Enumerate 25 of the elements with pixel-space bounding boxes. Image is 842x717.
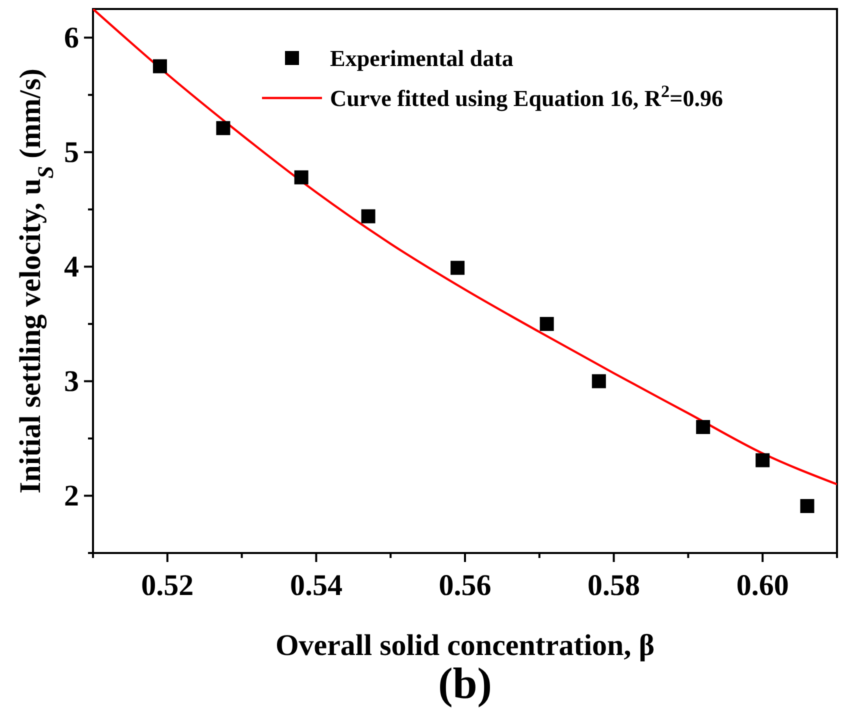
legend-label: Experimental data xyxy=(330,46,514,71)
text: (b) xyxy=(438,659,492,708)
point xyxy=(592,374,606,388)
legend-label: Curve fitted using Equation 16, R$^{2}$=0.96 xyxy=(330,82,723,112)
point xyxy=(540,316,554,331)
x-axis-title: Overall solid concentration, β xyxy=(275,629,655,662)
point xyxy=(216,121,230,136)
y-tick-label: 2 xyxy=(64,480,79,513)
point xyxy=(696,420,710,434)
x-tick-label: 0.54 xyxy=(290,569,342,602)
y-tick-label: 3 xyxy=(64,365,79,398)
point xyxy=(294,170,308,184)
x-tick-label: 0.56 xyxy=(438,569,492,602)
y-tick-label: 6 xyxy=(64,22,79,55)
point xyxy=(361,209,376,224)
point xyxy=(800,499,814,514)
point xyxy=(756,453,770,468)
x-tick-label: 0.52 xyxy=(141,569,194,602)
line-series xyxy=(93,9,837,486)
text: 0.60 xyxy=(736,569,789,602)
point xyxy=(152,59,167,74)
x-tick-label: 0.58 xyxy=(588,569,640,602)
y-tick-label: 5 xyxy=(64,136,79,170)
point xyxy=(450,260,465,275)
y-tick-label: 4 xyxy=(64,250,79,284)
